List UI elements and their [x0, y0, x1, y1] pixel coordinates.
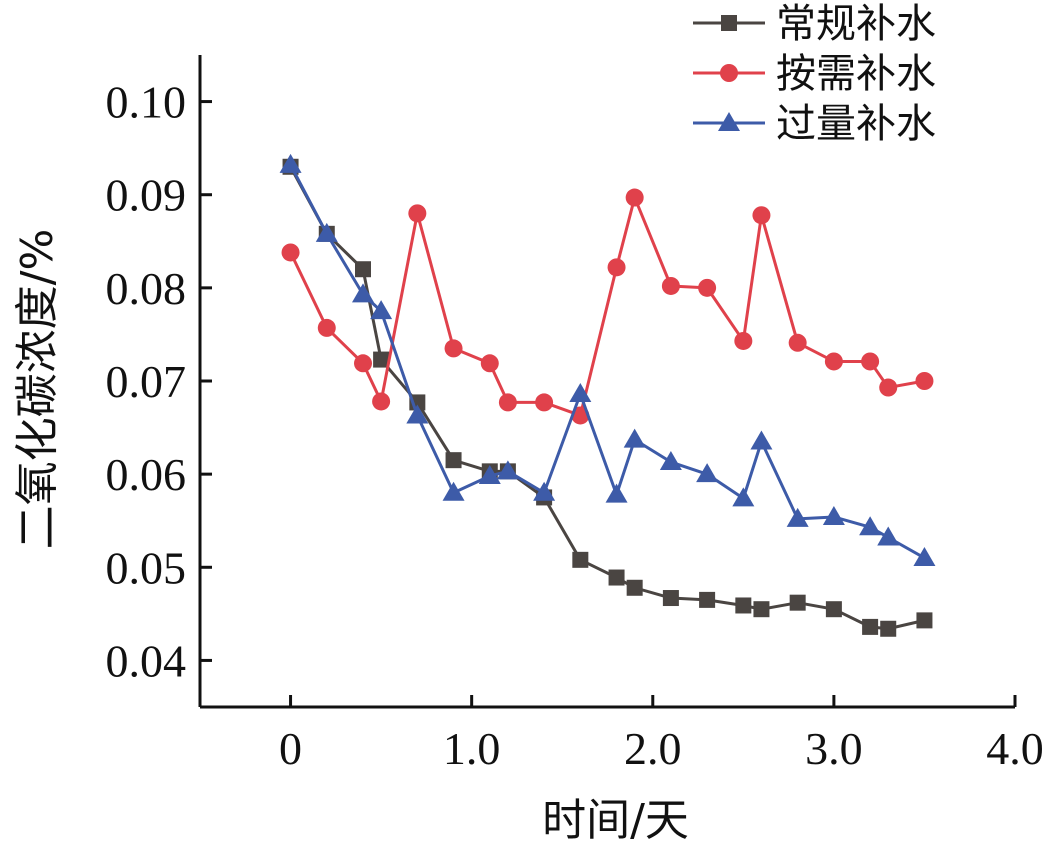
data-point: [861, 352, 880, 371]
data-point: [913, 546, 936, 566]
y-tick-label: 0.09: [106, 170, 187, 221]
data-point: [370, 300, 393, 320]
axis-ticks: 0.04 0.05 0.06 0.07 0.08 0.09 0.10 0 1.0 2.0 3.0 4.…: [106, 77, 1044, 774]
data-point: [822, 505, 845, 525]
series-layer: [279, 153, 936, 637]
y-axis-title: 二氧化碳浓度/%: [12, 229, 63, 550]
data-point: [478, 465, 501, 485]
data-point: [786, 507, 809, 527]
data-point: [608, 569, 625, 586]
data-point: [315, 222, 338, 242]
data-point: [877, 526, 900, 546]
legend-marker: [721, 15, 737, 31]
legend-label: 常规补水: [776, 1, 936, 47]
data-point: [623, 428, 646, 448]
data-point: [915, 372, 934, 390]
data-point: [442, 481, 465, 501]
y-tick-label: 0.10: [106, 77, 187, 128]
data-point: [445, 452, 462, 469]
data-point: [317, 318, 336, 337]
data-point: [535, 393, 554, 412]
data-point: [698, 278, 717, 297]
x-tick-label: 4.0: [986, 723, 1044, 774]
data-point: [373, 351, 390, 368]
data-point: [281, 243, 300, 262]
data-point: [626, 579, 643, 596]
legend-marker: [720, 64, 738, 82]
data-point: [916, 612, 933, 629]
y-tick-label: 0.04: [106, 635, 187, 686]
x-axis-title: 时间/天: [542, 795, 689, 843]
data-point: [625, 188, 644, 207]
data-point: [824, 352, 843, 371]
data-point: [355, 261, 371, 278]
data-point: [496, 460, 519, 480]
data-point: [444, 339, 463, 358]
y-tick-label: 0.06: [106, 449, 187, 500]
legend-label: 按需补水: [776, 51, 936, 97]
x-tick-label: 3.0: [805, 723, 863, 774]
series-2: [281, 188, 934, 425]
data-point: [859, 516, 882, 536]
data-point: [825, 601, 842, 618]
data-point: [789, 594, 806, 611]
data-point: [661, 276, 680, 295]
data-point: [862, 618, 879, 635]
data-point: [605, 483, 628, 503]
data-point: [699, 591, 716, 608]
data-point: [408, 204, 427, 223]
data-point: [750, 430, 773, 450]
data-point: [753, 601, 770, 618]
x-tick-label: 0: [279, 723, 302, 774]
data-point: [533, 481, 556, 501]
legend-item: 过量补水: [693, 101, 936, 147]
data-point: [696, 463, 719, 483]
data-point: [732, 487, 755, 507]
data-point: [480, 354, 499, 373]
series-3: [279, 153, 936, 566]
data-point: [572, 551, 589, 568]
data-point: [498, 393, 517, 412]
legend-marker: [718, 112, 740, 131]
y-tick-label: 0.05: [106, 542, 187, 593]
data-point: [788, 333, 807, 352]
data-point: [879, 378, 898, 397]
legend-item: 按需补水: [693, 51, 936, 97]
series-line: [289, 196, 925, 417]
data-point: [372, 392, 391, 411]
legend-label: 过量补水: [776, 101, 936, 147]
y-tick-label: 0.07: [106, 356, 187, 407]
data-point: [752, 206, 771, 225]
data-point: [880, 620, 897, 637]
data-point: [735, 597, 752, 614]
data-point: [662, 590, 679, 607]
x-tick-label: 2.0: [624, 723, 682, 774]
data-point: [352, 283, 374, 303]
y-tick-label: 0.08: [106, 263, 187, 314]
data-point: [354, 354, 372, 373]
data-point: [607, 258, 626, 277]
data-point: [569, 383, 592, 403]
data-point: [659, 451, 682, 471]
data-point: [406, 404, 429, 424]
data-point: [734, 331, 753, 350]
data-point: [279, 153, 302, 173]
x-tick-label: 1.0: [443, 723, 501, 774]
legend-item: 常规补水: [693, 1, 936, 47]
